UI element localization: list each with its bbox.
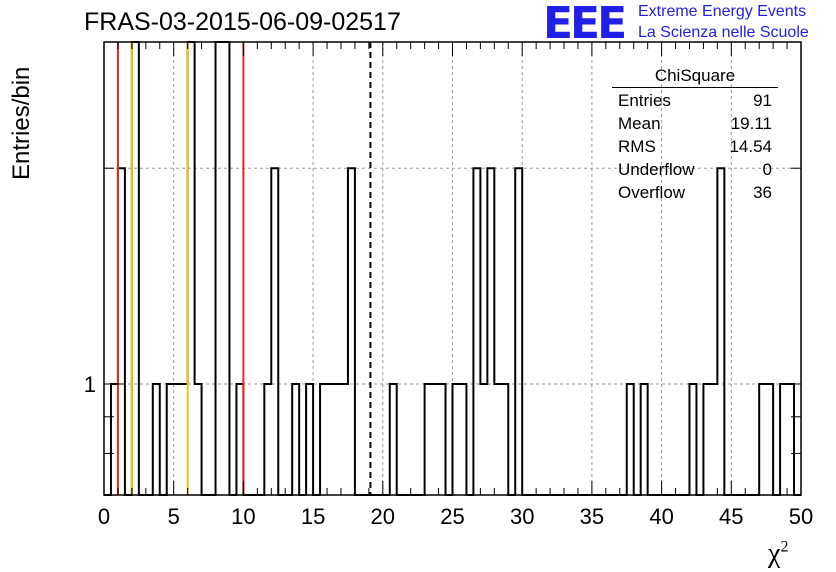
stats-row-rms: RMS 14.54 bbox=[612, 135, 778, 158]
x-tick-label: 20 bbox=[371, 504, 395, 529]
x-tick-label: 30 bbox=[510, 504, 534, 529]
stats-row-underflow: Underflow 0 bbox=[612, 158, 778, 181]
stats-value: 91 bbox=[753, 91, 772, 110]
x-tick-label: 5 bbox=[168, 504, 180, 529]
eee-logo: EEE bbox=[543, 0, 627, 49]
x-tick-label: 40 bbox=[649, 504, 673, 529]
x-axis-label-exponent: 2 bbox=[780, 538, 789, 556]
y-axis-label: Entries/bin bbox=[8, 66, 35, 180]
stats-value: 19.11 bbox=[730, 114, 772, 133]
y-tick-label: 1 bbox=[84, 372, 96, 397]
logo-text-line1: Extreme Energy Events bbox=[638, 3, 807, 20]
x-tick-label: 15 bbox=[301, 504, 325, 529]
chart-title: FRAS-03-2015-06-09-02517 bbox=[84, 8, 401, 36]
stats-label: Underflow bbox=[618, 160, 695, 179]
x-tick-label: 10 bbox=[231, 504, 255, 529]
stats-row-entries: Entries 91 bbox=[612, 89, 778, 112]
stats-title: ChiSquare bbox=[612, 66, 778, 88]
stats-label: RMS bbox=[618, 137, 656, 156]
x-axis-label-base: χ bbox=[768, 538, 781, 569]
stats-value: 36 bbox=[753, 183, 772, 202]
stats-label: Mean bbox=[618, 114, 661, 133]
stats-value: 14.54 bbox=[729, 137, 772, 156]
x-tick-label: 35 bbox=[580, 504, 604, 529]
stats-row-mean: Mean 19.11 bbox=[612, 112, 778, 135]
stats-value: 0 bbox=[762, 160, 772, 179]
x-tick-label: 0 bbox=[98, 504, 110, 529]
logo-text-line2: La Scienza nelle Scuole bbox=[638, 24, 809, 41]
x-tick-label: 50 bbox=[789, 504, 813, 529]
x-tick-label: 25 bbox=[440, 504, 464, 529]
x-tick-label: 45 bbox=[719, 504, 743, 529]
stats-box: ChiSquare Entries 91 Mean 19.11 RMS 14.54 U… bbox=[612, 66, 778, 204]
stats-row-overflow: Overflow 36 bbox=[612, 181, 778, 204]
stats-label: Overflow bbox=[618, 183, 686, 202]
stats-label: Entries bbox=[618, 91, 671, 110]
x-axis-label: χ2 bbox=[768, 538, 788, 570]
